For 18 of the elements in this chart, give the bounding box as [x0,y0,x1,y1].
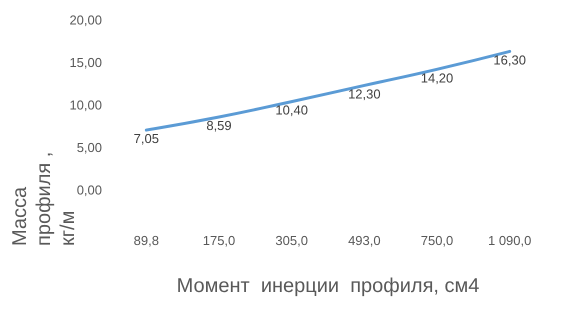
data-label: 16,30 [493,52,526,68]
x-tick-label: 305,0 [275,233,308,248]
x-tick-label: 493,0 [348,233,381,248]
x-tick-label: 89,8 [134,233,159,248]
y-tick-label: 10,00 [69,98,102,112]
y-tick-label: 15,00 [69,55,102,70]
data-label: 12,30 [348,86,381,102]
data-label: 7,05 [134,131,159,146]
y-tick-label: 20,00 [69,12,102,28]
data-label: 14,20 [420,70,454,86]
y-tick-label: 0,00 [76,182,102,198]
data-label: 8,59 [206,118,232,133]
y-tick-label: 5,00 [76,140,102,155]
x-axis-title: Момент инерции профиля, см4 [176,275,480,297]
data-label: 10,40 [275,102,308,118]
x-tick-label: 1 090,0 [488,233,532,248]
x-tick-label: 750,0 [420,233,454,248]
x-tick-label: 175,0 [202,233,236,248]
